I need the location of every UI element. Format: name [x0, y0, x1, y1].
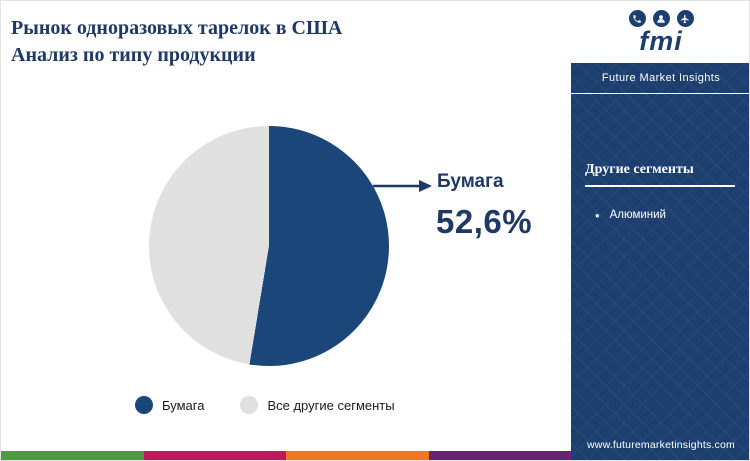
sidebar-separator: [571, 93, 749, 94]
logo-caption: Future Market Insights: [601, 72, 721, 84]
pie-chart: [149, 126, 389, 366]
chart-legend: Бумага Все другие сегменты: [135, 396, 395, 414]
legend-label-paper: Бумага: [162, 397, 205, 413]
website-link[interactable]: www.futuremarketinsights.com: [587, 439, 735, 451]
logo-box: fmi: [571, 1, 749, 63]
callout-value: 52,6%: [436, 203, 533, 240]
footer-stripes: [1, 451, 571, 460]
legend-label-others: Все другие сегменты: [267, 397, 395, 413]
legend-swatch-others: [240, 396, 259, 414]
legend-swatch-paper: [135, 396, 153, 414]
fmi-logo: fmi: [639, 26, 683, 56]
callout-label: Бумага: [437, 171, 504, 192]
logo-icons: [628, 10, 694, 27]
page-title: Рынок одноразовых тарелок в США Анализ п…: [11, 15, 342, 69]
legend-item: Бумага: [135, 396, 204, 414]
legend-item: Все другие сегменты: [240, 396, 395, 414]
stripe-purple: [428, 451, 571, 460]
bullet-icon: •: [595, 207, 600, 223]
other-segments-list: • Алюминий: [571, 207, 749, 223]
section-underline: [585, 185, 735, 187]
sidebar-section-title: Другие сегменты: [585, 162, 694, 177]
callout-arrow: [373, 180, 432, 192]
plane-icon: [676, 10, 694, 27]
list-item: • Алюминий: [595, 207, 749, 223]
chart-area: Рынок одноразовых тарелок в США Анализ п…: [1, 1, 571, 460]
list-item-label: Алюминий: [609, 209, 666, 221]
stripe-green: [1, 451, 144, 460]
sidebar: fmi Future Market Insights Другие сегмен…: [571, 1, 749, 460]
page-title-line1: Рынок одноразовых тарелок в США: [11, 17, 343, 39]
stripe-orange: [286, 451, 429, 460]
page-title-line2: Анализ по типу продукции: [11, 44, 256, 66]
stripe-red: [143, 451, 286, 460]
phone-icon: [628, 10, 646, 27]
person-icon: [652, 10, 670, 27]
